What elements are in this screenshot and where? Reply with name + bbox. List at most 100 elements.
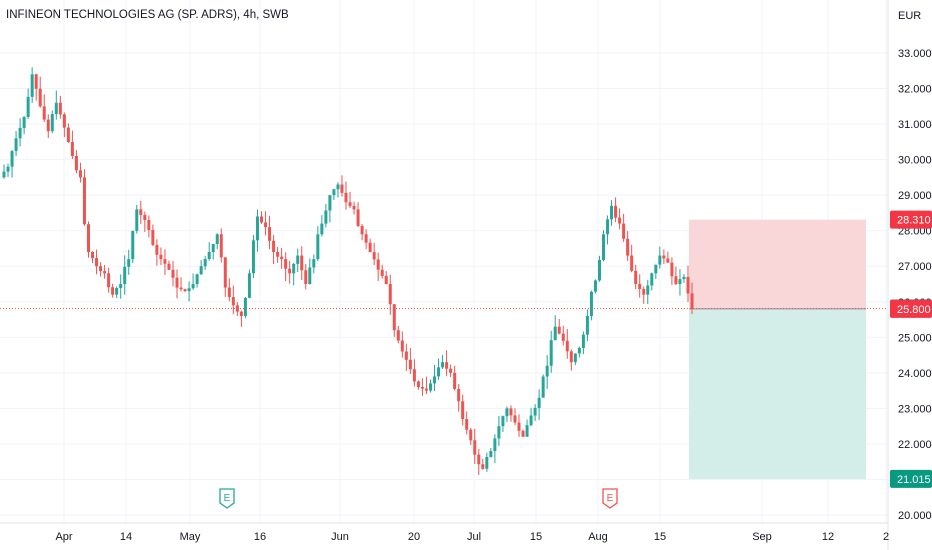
candle-down[interactable] bbox=[139, 209, 143, 215]
candle-up[interactable] bbox=[606, 219, 610, 235]
candle-up[interactable] bbox=[6, 166, 10, 172]
candle-down[interactable] bbox=[70, 142, 74, 157]
candle-up[interactable] bbox=[505, 408, 509, 417]
candle-down[interactable] bbox=[662, 255, 666, 259]
candle-up[interactable] bbox=[602, 234, 606, 260]
candle-up[interactable] bbox=[30, 74, 34, 97]
candle-down[interactable] bbox=[163, 259, 167, 264]
candle-up[interactable] bbox=[22, 116, 26, 128]
candle-down[interactable] bbox=[46, 119, 50, 132]
candle-up[interactable] bbox=[127, 259, 131, 267]
candle-up[interactable] bbox=[18, 127, 22, 139]
candle-down[interactable] bbox=[513, 415, 517, 423]
candle-up[interactable] bbox=[646, 285, 650, 295]
candle-down[interactable] bbox=[690, 293, 694, 309]
candle-down[interactable] bbox=[300, 255, 304, 271]
candle-down[interactable] bbox=[239, 311, 243, 316]
candle-down[interactable] bbox=[473, 440, 477, 455]
candle-down[interactable] bbox=[453, 372, 457, 389]
candle-down[interactable] bbox=[565, 340, 569, 352]
candle-up[interactable] bbox=[119, 284, 123, 289]
candle-up[interactable] bbox=[489, 451, 493, 457]
candle-down[interactable] bbox=[517, 422, 521, 431]
candle-up[interactable] bbox=[195, 274, 199, 284]
candle-up[interactable] bbox=[610, 205, 614, 220]
candle-down[interactable] bbox=[227, 287, 231, 298]
candle-down[interactable] bbox=[143, 214, 147, 221]
candle-up[interactable] bbox=[581, 334, 585, 348]
candle-up[interactable] bbox=[533, 407, 537, 416]
candle-down[interactable] bbox=[686, 276, 690, 294]
candle-down[interactable] bbox=[352, 205, 356, 210]
candle-up[interactable] bbox=[14, 138, 18, 152]
candle-down[interactable] bbox=[408, 359, 412, 370]
candle-down[interactable] bbox=[557, 326, 561, 334]
candle-up[interactable] bbox=[243, 297, 247, 316]
candle-down[interactable] bbox=[670, 262, 674, 277]
candle-down[interactable] bbox=[626, 238, 630, 256]
candle-down[interactable] bbox=[412, 369, 416, 382]
candle-down[interactable] bbox=[62, 114, 66, 128]
candle-down[interactable] bbox=[388, 284, 392, 305]
candle-down[interactable] bbox=[223, 257, 227, 288]
candle-down[interactable] bbox=[348, 202, 352, 206]
candle-down[interactable] bbox=[481, 464, 485, 469]
take-profit-zone[interactable] bbox=[689, 308, 866, 479]
candle-down[interactable] bbox=[674, 276, 678, 284]
candle-down[interactable] bbox=[159, 254, 163, 260]
candle-down[interactable] bbox=[614, 205, 618, 218]
candle-down[interactable] bbox=[376, 259, 380, 270]
candle-down[interactable] bbox=[445, 362, 449, 369]
candle-down[interactable] bbox=[509, 408, 513, 416]
candle-down[interactable] bbox=[171, 269, 175, 278]
candle-up[interactable] bbox=[589, 291, 593, 316]
candle-up[interactable] bbox=[525, 425, 529, 437]
candle-up[interactable] bbox=[199, 266, 203, 275]
candle-up[interactable] bbox=[573, 353, 577, 363]
candle-up[interactable] bbox=[131, 230, 135, 260]
candle-down[interactable] bbox=[356, 209, 360, 226]
candle-up[interactable] bbox=[332, 189, 336, 196]
candle-up[interactable] bbox=[292, 263, 296, 274]
candle-down[interactable] bbox=[272, 240, 276, 253]
candle-down[interactable] bbox=[477, 454, 481, 465]
candle-down[interactable] bbox=[384, 275, 388, 284]
candle-down[interactable] bbox=[99, 266, 103, 272]
candle-down[interactable] bbox=[231, 297, 235, 306]
candle-up[interactable] bbox=[545, 365, 549, 377]
candle-up[interactable] bbox=[54, 102, 58, 115]
stop-loss-zone[interactable] bbox=[689, 219, 866, 309]
candle-up[interactable] bbox=[211, 244, 215, 253]
candle-down[interactable] bbox=[380, 269, 384, 276]
candle-up[interactable] bbox=[215, 234, 219, 245]
candle-up[interactable] bbox=[650, 273, 654, 286]
candle-down[interactable] bbox=[461, 401, 465, 419]
candle-up[interactable] bbox=[123, 266, 127, 284]
candle-up[interactable] bbox=[428, 383, 432, 391]
candle-down[interactable] bbox=[420, 387, 424, 389]
candle-up[interactable] bbox=[247, 273, 251, 298]
candle-down[interactable] bbox=[219, 234, 223, 258]
candle-down[interactable] bbox=[392, 304, 396, 331]
candle-down[interactable] bbox=[368, 242, 372, 253]
candle-down[interactable] bbox=[91, 252, 95, 259]
candle-up[interactable] bbox=[577, 347, 581, 354]
candle-up[interactable] bbox=[187, 288, 191, 292]
candle-down[interactable] bbox=[42, 106, 46, 120]
candle-down[interactable] bbox=[364, 234, 368, 243]
candle-up[interactable] bbox=[437, 367, 441, 377]
candle-down[interactable] bbox=[521, 430, 525, 437]
candle-up[interactable] bbox=[529, 415, 533, 426]
candle-down[interactable] bbox=[86, 224, 90, 253]
candle-down[interactable] bbox=[38, 88, 42, 107]
candle-down[interactable] bbox=[457, 388, 461, 402]
candle-down[interactable] bbox=[264, 222, 268, 228]
candle-down[interactable] bbox=[642, 288, 646, 295]
candle-up[interactable] bbox=[316, 234, 320, 260]
candle-up[interactable] bbox=[549, 340, 553, 366]
candle-up[interactable] bbox=[255, 216, 259, 241]
candle-down[interactable] bbox=[66, 127, 70, 143]
candle-down[interactable] bbox=[179, 287, 183, 290]
candle-up[interactable] bbox=[50, 114, 54, 132]
